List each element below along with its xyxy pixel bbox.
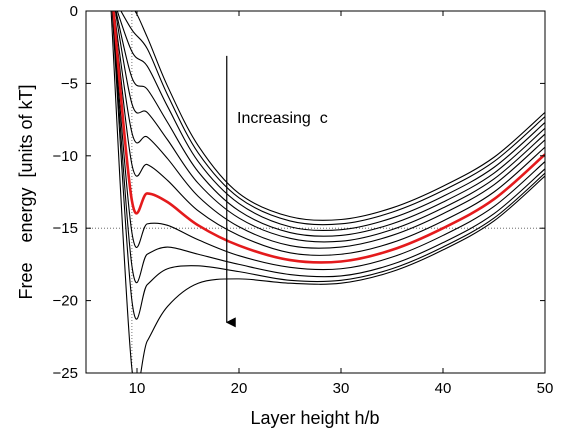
x-axis-title: Layer height h/b bbox=[250, 408, 379, 428]
x-tick-label: 30 bbox=[333, 380, 350, 397]
x-tick-label: 50 bbox=[537, 380, 554, 397]
y-tick-label: −5 bbox=[61, 75, 78, 92]
y-tick-label: −20 bbox=[53, 293, 78, 310]
curve-10 bbox=[111, 11, 545, 284]
curve-6 bbox=[113, 11, 545, 249]
x-tick-label: 40 bbox=[435, 380, 452, 397]
y-tick-label: −15 bbox=[53, 220, 78, 237]
curve-5 bbox=[114, 11, 545, 243]
y-tick-label: −25 bbox=[53, 365, 78, 382]
curve-12 bbox=[110, 11, 545, 373]
y-tick-label: −10 bbox=[53, 148, 78, 165]
curve-7 bbox=[113, 11, 545, 256]
highlighted-curve bbox=[112, 11, 545, 264]
x-tick-label: 20 bbox=[231, 380, 248, 397]
curve-3 bbox=[116, 11, 545, 232]
curve-11 bbox=[111, 11, 545, 320]
y-tick-label: 0 bbox=[70, 3, 78, 20]
x-tick-label: 10 bbox=[129, 380, 146, 397]
increasing-c-label: Increasing c bbox=[237, 110, 328, 127]
curve-2 bbox=[120, 11, 545, 226]
curve-group bbox=[110, 11, 545, 373]
axis-ticks bbox=[86, 10, 546, 374]
y-axis-title: Free energy [units of kT] bbox=[16, 84, 36, 299]
plot-frame bbox=[85, 10, 546, 374]
reference-lines bbox=[86, 11, 545, 373]
tick-labels: 10 20 30 40 50 0 −5 −10 −15 −20 −25 bbox=[53, 3, 554, 397]
curve-4 bbox=[115, 11, 545, 237]
curve-9 bbox=[111, 11, 545, 271]
curve-1 bbox=[134, 11, 545, 221]
annotation: Increasing c bbox=[225, 55, 328, 328]
